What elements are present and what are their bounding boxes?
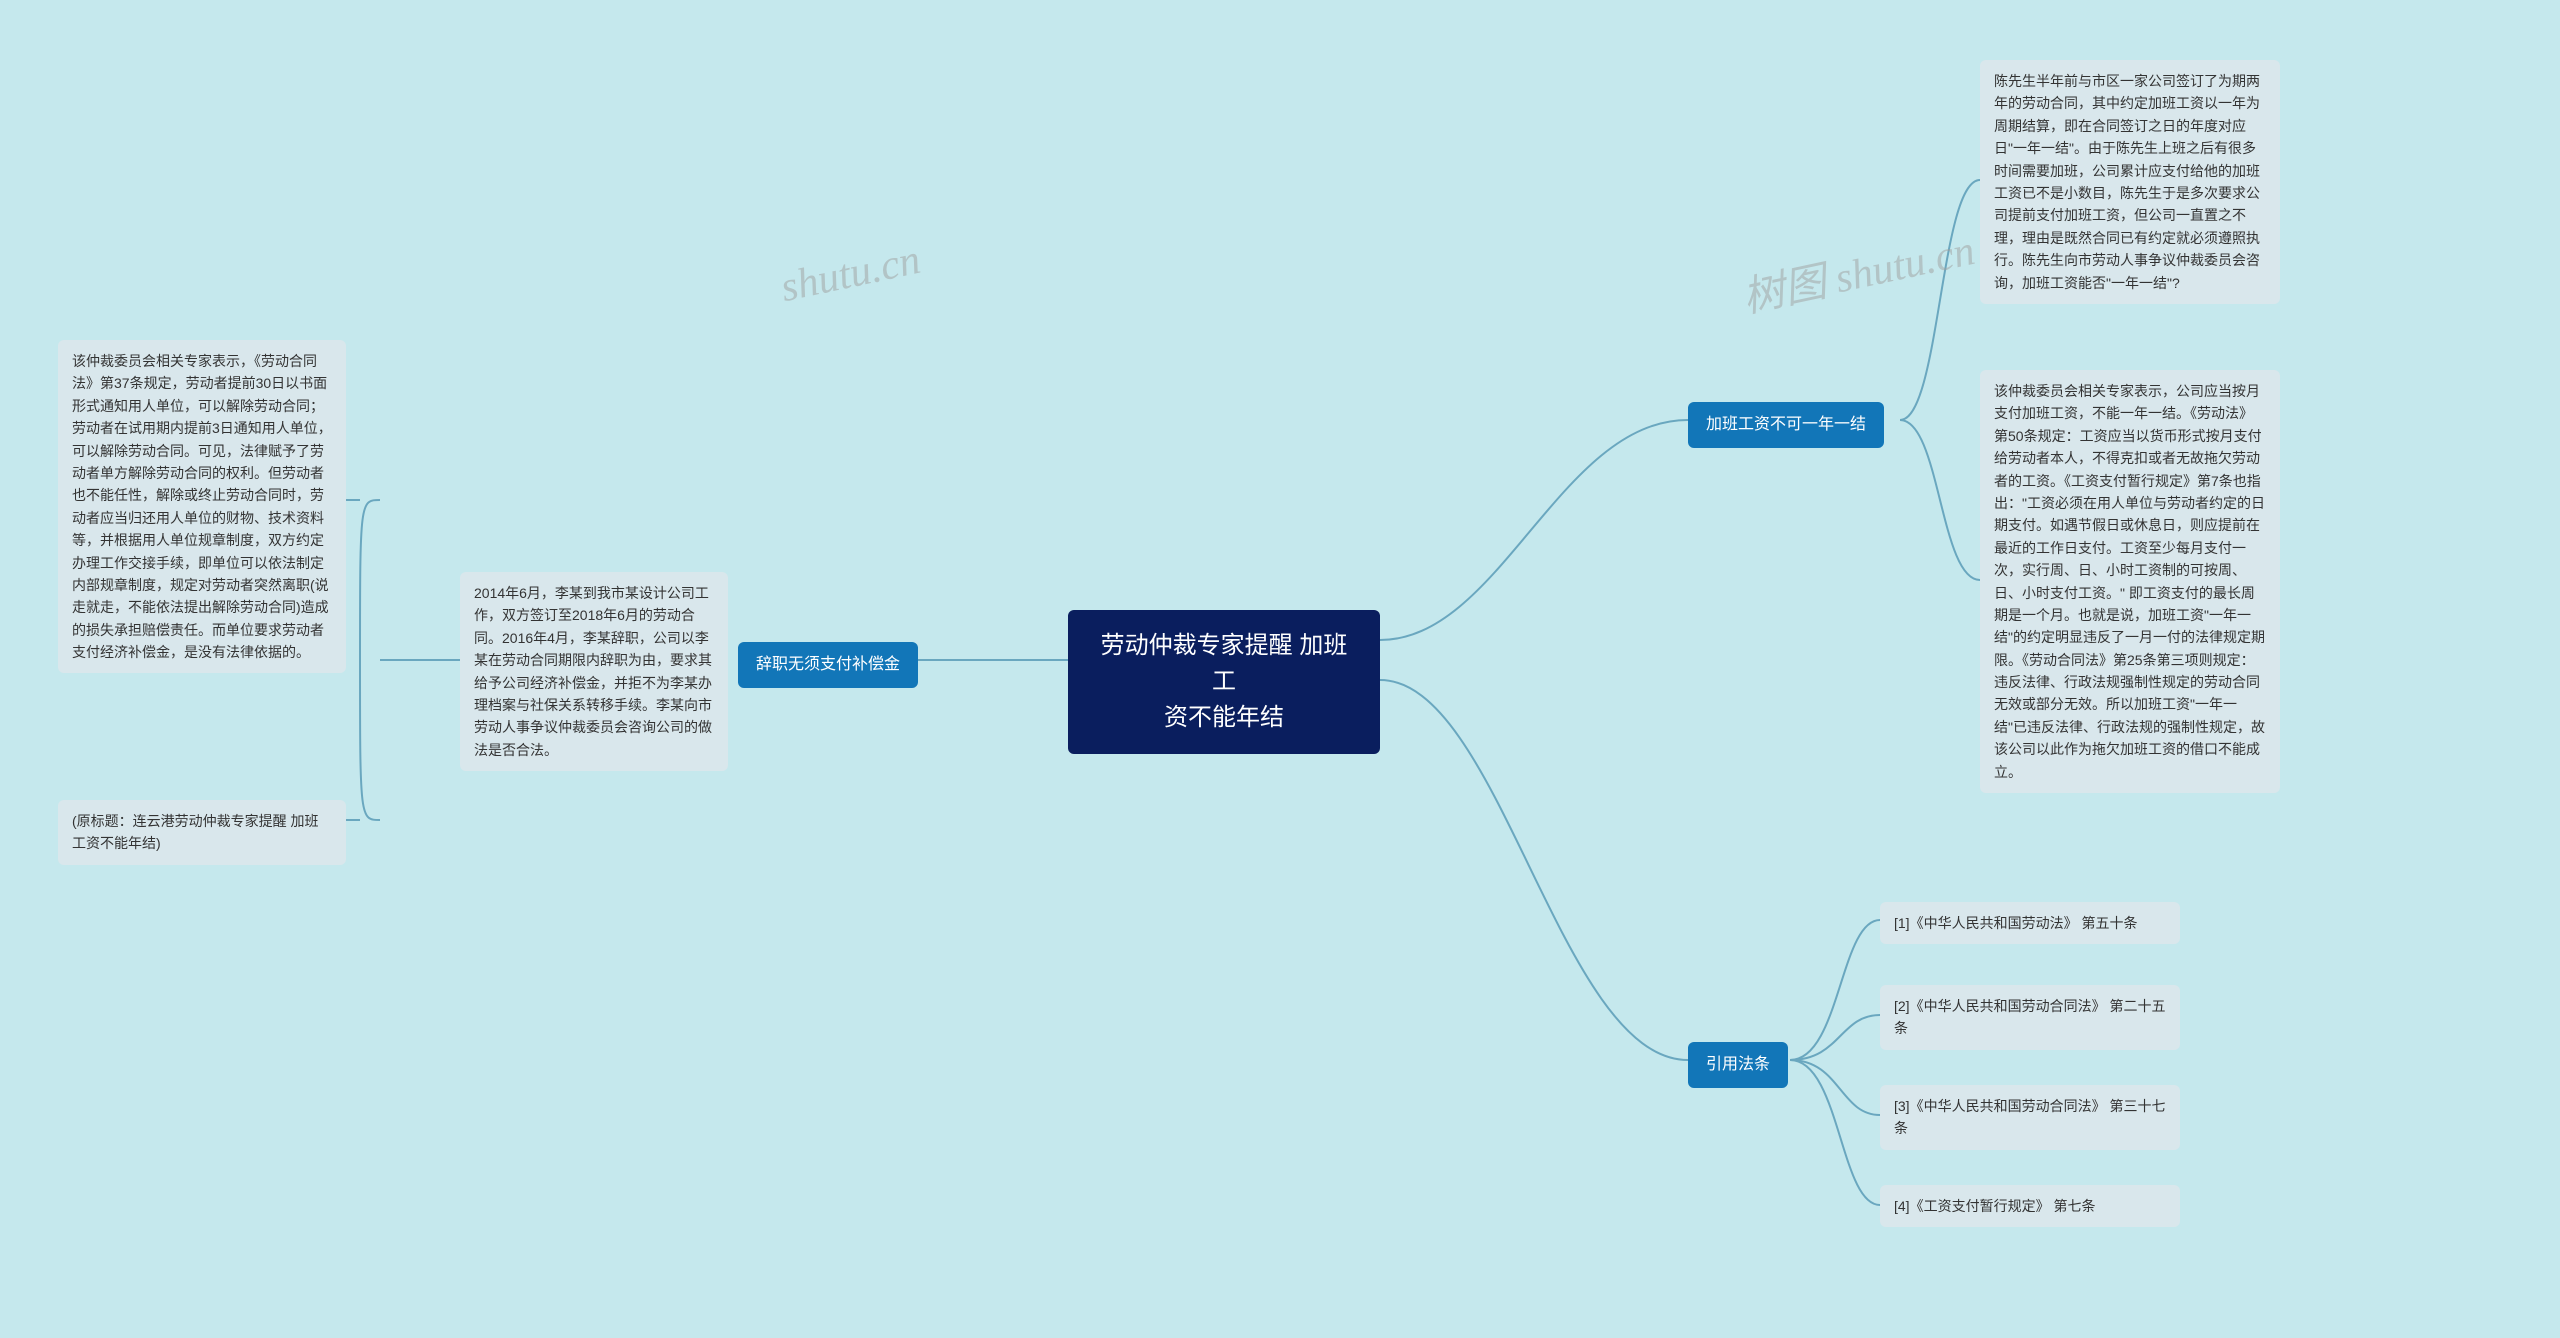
right-branch-1-label: 加班工资不可一年一结 [1706,416,1866,433]
right-branch2-leaf-0-text: [1]《中华人民共和国劳动法》 第五十条 [1894,915,2137,931]
right-branch-2-label: 引用法条 [1706,1056,1770,1073]
right-branch2-leaf-0[interactable]: [1]《中华人民共和国劳动法》 第五十条 [1880,902,2180,944]
right-branch1-leaf-0-text: 陈先生半年前与市区一家公司签订了为期两年的劳动合同，其中约定加班工资以一年为周期… [1994,73,2260,291]
left-branch-label: 辞职无须支付补偿金 [756,656,900,673]
left-leaf-1[interactable]: (原标题：连云港劳动仲裁专家提醒 加班工资不能年结) [58,800,346,865]
right-branch1-leaf-0[interactable]: 陈先生半年前与市区一家公司签订了为期两年的劳动合同，其中约定加班工资以一年为周期… [1980,60,2280,304]
left-leaf-1-text: (原标题：连云港劳动仲裁专家提醒 加班工资不能年结) [72,813,319,851]
right-branch2-leaf-2[interactable]: [3]《中华人民共和国劳动合同法》 第三十七条 [1880,1085,2180,1150]
left-leaf-0[interactable]: 该仲裁委员会相关专家表示，《劳动合同法》第37条规定，劳动者提前30日以书面形式… [58,340,346,673]
center-title-line1: 劳动仲裁专家提醒 加班工 [1090,628,1358,700]
left-branch-detail[interactable]: 2014年6月，李某到我市某设计公司工作，双方签订至2018年6月的劳动合同。2… [460,572,728,771]
right-branch-2[interactable]: 引用法条 [1688,1042,1788,1088]
right-branch2-leaf-3-text: [4]《工资支付暂行规定》 第七条 [1894,1198,2095,1214]
center-node[interactable]: 劳动仲裁专家提醒 加班工 资不能年结 [1068,610,1380,754]
left-leaf-0-text: 该仲裁委员会相关专家表示，《劳动合同法》第37条规定，劳动者提前30日以书面形式… [72,353,332,660]
watermark-2: 树图 shutu.cn [1736,216,1979,325]
left-branch[interactable]: 辞职无须支付补偿金 [738,642,918,688]
right-branch1-leaf-1[interactable]: 该仲裁委员会相关专家表示，公司应当按月支付加班工资，不能一年一结。《劳动法》第5… [1980,370,2280,793]
center-title-line2: 资不能年结 [1090,700,1358,736]
right-branch-1[interactable]: 加班工资不可一年一结 [1688,402,1884,448]
watermark-1: shutu.cn [777,236,925,312]
right-branch2-leaf-1-text: [2]《中华人民共和国劳动合同法》 第二十五条 [1894,998,2165,1036]
right-branch1-leaf-1-text: 该仲裁委员会相关专家表示，公司应当按月支付加班工资，不能一年一结。《劳动法》第5… [1994,383,2265,780]
left-branch-detail-text: 2014年6月，李某到我市某设计公司工作，双方签订至2018年6月的劳动合同。2… [474,585,712,758]
right-branch2-leaf-3[interactable]: [4]《工资支付暂行规定》 第七条 [1880,1185,2180,1227]
right-branch2-leaf-1[interactable]: [2]《中华人民共和国劳动合同法》 第二十五条 [1880,985,2180,1050]
right-branch2-leaf-2-text: [3]《中华人民共和国劳动合同法》 第三十七条 [1894,1098,2165,1136]
